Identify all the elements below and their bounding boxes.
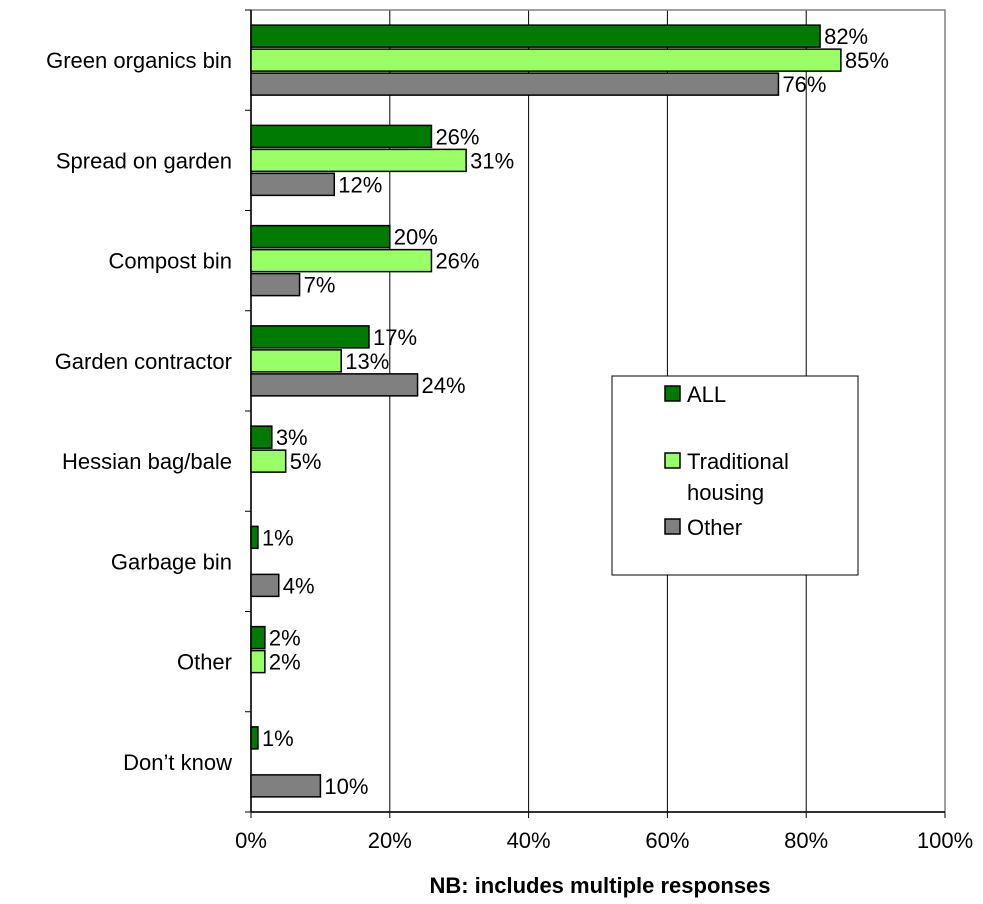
legend-label-all: ALL — [687, 382, 726, 407]
category-label-green-organics-bin: Green organics bin — [46, 48, 232, 73]
data-label-traditional-housing-garden-contractor: 13% — [345, 349, 389, 374]
bar-all-garbage-bin — [250, 525, 259, 550]
category-label-spread-on-garden: Spread on garden — [56, 148, 232, 173]
legend-swatch-all — [664, 385, 681, 402]
bar-other-garden-contractor — [250, 373, 419, 397]
bar-other-garbage-bin — [250, 573, 280, 598]
bar-all-other — [250, 625, 266, 650]
legend-swatch-other — [664, 518, 681, 535]
data-label-other-spread-on-garden: 12% — [338, 172, 382, 197]
data-label-traditional-housing-other: 2% — [269, 650, 301, 675]
legend-label-line-1: Traditional — [687, 449, 789, 474]
x-tick-label: 20% — [368, 828, 412, 853]
category-label-other: Other — [177, 650, 232, 675]
bar-all-garden-contractor — [250, 325, 370, 349]
data-label-all-garbage-bin: 1% — [262, 525, 294, 550]
data-label-all-green-organics-bin: 82% — [824, 24, 868, 49]
x-tick-label: 80% — [784, 828, 828, 853]
bar-all-don-t-know — [250, 726, 259, 750]
category-label-hessian-bag-bale: Hessian bag/bale — [62, 449, 232, 474]
legend-swatch-traditional-housing — [664, 452, 681, 469]
legend: ALL Traditional housing Other — [611, 375, 859, 576]
data-label-traditional-housing-hessian-bag-bale: 5% — [290, 449, 322, 474]
category-label-compost-bin: Compost bin — [108, 249, 232, 274]
data-label-other-compost-bin: 7% — [304, 273, 336, 298]
x-tick-label: 60% — [645, 828, 689, 853]
data-label-all-other: 2% — [269, 626, 301, 651]
data-label-other-garbage-bin: 4% — [283, 573, 315, 598]
x-tick-labels: 0% 20% 40% 60% 80% 100% — [235, 828, 973, 853]
data-labels: 82%85%76%26%31%12%20%26%7%17%13%24%3%5%1… — [262, 24, 889, 799]
x-tick-label: 0% — [235, 828, 267, 853]
legend-label-other: Other — [687, 515, 742, 540]
x-axis-label: NB: includes multiple responses — [429, 873, 770, 898]
data-label-all-don-t-know: 1% — [262, 726, 294, 751]
bar-other-compost-bin — [250, 272, 301, 297]
bar-all-green-organics-bin — [250, 24, 821, 48]
x-tick-label: 100% — [917, 828, 973, 853]
data-label-all-hessian-bag-bale: 3% — [276, 425, 308, 450]
bar-traditional-housing-compost-bin — [250, 248, 433, 273]
category-label-don-t-know: Don’t know — [123, 750, 232, 775]
legend-label-traditional-housing: Traditional housing — [687, 449, 795, 505]
data-label-all-spread-on-garden: 26% — [435, 124, 479, 149]
x-tick-label: 40% — [507, 828, 551, 853]
category-label-garbage-bin: Garbage bin — [111, 549, 232, 574]
bar-other-green-organics-bin — [250, 72, 780, 96]
bar-traditional-housing-garden-contractor — [250, 349, 342, 373]
bar-traditional-housing-green-organics-bin — [250, 48, 842, 72]
data-label-all-garden-contractor: 17% — [373, 325, 417, 350]
data-label-other-green-organics-bin: 76% — [782, 72, 826, 97]
data-label-all-compost-bin: 20% — [394, 225, 438, 250]
bar-traditional-housing-hessian-bag-bale — [250, 449, 287, 473]
legend-label-line-2: housing — [687, 480, 764, 505]
data-label-traditional-housing-compost-bin: 26% — [435, 249, 479, 274]
data-label-other-garden-contractor: 24% — [422, 373, 466, 398]
bar-other-spread-on-garden — [250, 172, 336, 197]
data-label-other-don-t-know: 10% — [324, 774, 368, 799]
bar-traditional-housing-other — [250, 649, 266, 674]
bar-all-compost-bin — [250, 224, 391, 249]
bar-all-spread-on-garden — [250, 124, 433, 149]
category-label-garden-contractor: Garden contractor — [55, 349, 232, 374]
category-labels: Green organics bin Spread on garden Compos… — [46, 48, 232, 775]
data-label-traditional-housing-green-organics-bin: 85% — [845, 48, 889, 73]
data-label-traditional-housing-spread-on-garden: 31% — [470, 148, 514, 173]
legend-box — [611, 375, 859, 576]
bar-all-hessian-bag-bale — [250, 425, 273, 449]
bars — [250, 24, 842, 798]
bar-traditional-housing-spread-on-garden — [250, 148, 467, 173]
bar-other-don-t-know — [250, 774, 322, 798]
